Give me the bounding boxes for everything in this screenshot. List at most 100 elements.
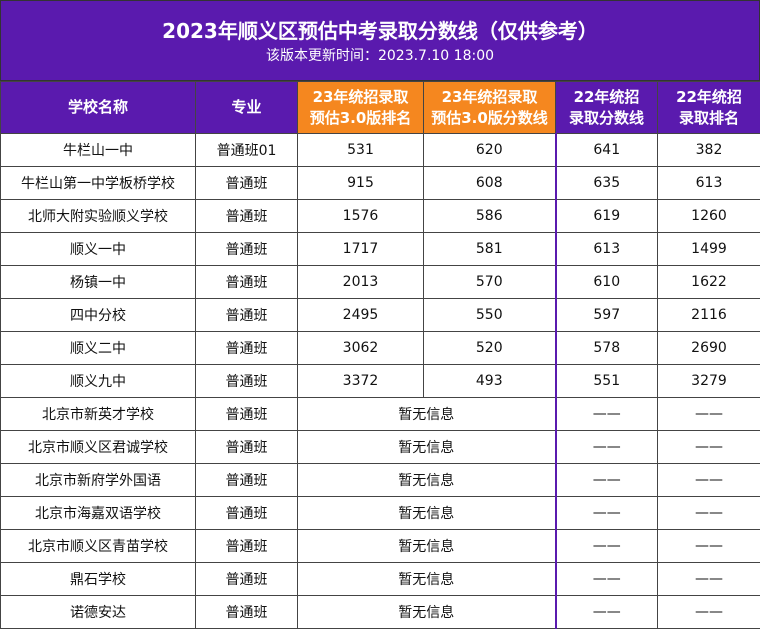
table-row: 北师大附实验顺义学校 普通班 1576 586 619 1260 bbox=[0, 199, 760, 233]
subtitle: 该版本更新时间：2023.7.10 18:00 bbox=[265, 48, 495, 64]
table-row: 杨镇一中 普通班 2013 570 610 1622 bbox=[0, 265, 760, 299]
table-cell: 暂无信息 bbox=[297, 496, 556, 530]
table-cell: 570 bbox=[423, 265, 556, 299]
title: 2023年顺义区预估中考录取分数线（仅供参考） bbox=[162, 19, 598, 43]
column-header: 专业 bbox=[195, 81, 298, 134]
table-cell: 普通班 bbox=[195, 595, 298, 629]
table-cell: 顺义二中 bbox=[0, 331, 196, 365]
table-cell: 杨镇一中 bbox=[0, 265, 196, 299]
table-cell: 诺德安达 bbox=[0, 595, 196, 629]
table-cell: 3279 bbox=[657, 364, 760, 398]
table-cell: 2116 bbox=[657, 298, 760, 332]
table-cell: 普通班 bbox=[195, 397, 298, 431]
table-cell: 普通班 bbox=[195, 562, 298, 596]
table-cell: —— bbox=[657, 397, 760, 431]
table-row: 牛栏山第一中学板桥学校 普通班 915 608 635 613 bbox=[0, 166, 760, 200]
table-cell: 578 bbox=[554, 331, 658, 365]
table-row: 北京市新英才学校 普通班 暂无信息 —— —— bbox=[0, 397, 760, 431]
table-cell: —— bbox=[554, 562, 658, 596]
table-cell: 1499 bbox=[657, 232, 760, 266]
table-cell: 635 bbox=[554, 166, 658, 200]
table-cell: 520 bbox=[423, 331, 556, 365]
table-cell: 暂无信息 bbox=[297, 463, 556, 497]
table-cell: 641 bbox=[554, 133, 658, 167]
table-cell: —— bbox=[554, 463, 658, 497]
column-header: 23年统招录取 预估3.0版排名 bbox=[297, 81, 424, 134]
table-row: 顺义九中 普通班 3372 493 551 3279 bbox=[0, 364, 760, 398]
table-row: 四中分校 普通班 2495 550 597 2116 bbox=[0, 298, 760, 332]
table-cell: 暂无信息 bbox=[297, 529, 556, 563]
table-cell: 北京市新英才学校 bbox=[0, 397, 196, 431]
table-cell: 北京市顺义区君诚学校 bbox=[0, 430, 196, 464]
table-cell: 暂无信息 bbox=[297, 562, 556, 596]
table-cell: 619 bbox=[554, 199, 658, 233]
table-cell: 586 bbox=[423, 199, 556, 233]
table-cell: 北京市海嘉双语学校 bbox=[0, 496, 196, 530]
table-row: 北京市海嘉双语学校 普通班 暂无信息 —— —— bbox=[0, 496, 760, 530]
table-cell: 普通班 bbox=[195, 529, 298, 563]
table-cell: —— bbox=[657, 463, 760, 497]
table-cell: 普通班 bbox=[195, 463, 298, 497]
table-cell: 暂无信息 bbox=[297, 430, 556, 464]
table-cell: 牛栏山第一中学板桥学校 bbox=[0, 166, 196, 200]
table-cell: 四中分校 bbox=[0, 298, 196, 332]
table-cell: 普通班 bbox=[195, 298, 298, 332]
table-row: 顺义一中 普通班 1717 581 613 1499 bbox=[0, 232, 760, 266]
table-cell: 普通班 bbox=[195, 331, 298, 365]
table-cell: 493 bbox=[423, 364, 556, 398]
table-cell: —— bbox=[554, 397, 658, 431]
table-cell: 普通班01 bbox=[195, 133, 298, 167]
table-cell: 613 bbox=[554, 232, 658, 266]
table-body: 牛栏山一中 普通班01 531 620 641 382 牛栏山第一中学板桥学校 普通班 915 6… bbox=[0, 133, 760, 629]
column-header: 23年统招录取 预估3.0版分数线 bbox=[423, 81, 556, 134]
table-cell: 3372 bbox=[297, 364, 424, 398]
table-cell: —— bbox=[554, 529, 658, 563]
table-cell: 牛栏山一中 bbox=[0, 133, 196, 167]
table-cell: 597 bbox=[554, 298, 658, 332]
table-row: 诺德安达 普通班 暂无信息 —— —— bbox=[0, 595, 760, 629]
column-header: 学校名称 bbox=[0, 81, 196, 134]
table-cell: —— bbox=[554, 595, 658, 629]
table-cell: 1576 bbox=[297, 199, 424, 233]
table-row: 鼎石学校 普通班 暂无信息 —— —— bbox=[0, 562, 760, 596]
column-header: 22年统招 录取排名 bbox=[657, 81, 760, 134]
title-bar: 2023年顺义区预估中考录取分数线（仅供参考） 该版本更新时间：2023.7.1… bbox=[0, 0, 760, 81]
table-cell: —— bbox=[554, 430, 658, 464]
table-cell: 1260 bbox=[657, 199, 760, 233]
header-row: 学校名称 专业 23年统招录取 预估3.0版排名 23年统招录取 预估3.0版分数线 2… bbox=[0, 81, 760, 134]
table-cell: 2495 bbox=[297, 298, 424, 332]
table-cell: 2690 bbox=[657, 331, 760, 365]
table-cell: 1717 bbox=[297, 232, 424, 266]
table-cell: 3062 bbox=[297, 331, 424, 365]
table-cell: 北京市新府学外国语 bbox=[0, 463, 196, 497]
table-cell: 普通班 bbox=[195, 430, 298, 464]
table-cell: 550 bbox=[423, 298, 556, 332]
table-cell: —— bbox=[657, 430, 760, 464]
table-cell: 鼎石学校 bbox=[0, 562, 196, 596]
table-cell: 608 bbox=[423, 166, 556, 200]
table-cell: 551 bbox=[554, 364, 658, 398]
table-cell: 620 bbox=[423, 133, 556, 167]
table-cell: 382 bbox=[657, 133, 760, 167]
table-cell: 普通班 bbox=[195, 199, 298, 233]
table-cell: —— bbox=[554, 496, 658, 530]
table-cell: —— bbox=[657, 496, 760, 530]
table-cell: 顺义一中 bbox=[0, 232, 196, 266]
table-cell: 普通班 bbox=[195, 265, 298, 299]
table-cell: 915 bbox=[297, 166, 424, 200]
table-row: 顺义二中 普通班 3062 520 578 2690 bbox=[0, 331, 760, 365]
table-cell: 613 bbox=[657, 166, 760, 200]
table-cell: 暂无信息 bbox=[297, 397, 556, 431]
table-cell: 暂无信息 bbox=[297, 595, 556, 629]
table-cell: 1622 bbox=[657, 265, 760, 299]
column-header: 22年统招 录取分数线 bbox=[555, 81, 658, 134]
table-cell: 581 bbox=[423, 232, 556, 266]
table-row: 北京市新府学外国语 普通班 暂无信息 —— —— bbox=[0, 463, 760, 497]
table-cell: —— bbox=[657, 562, 760, 596]
table-cell: 普通班 bbox=[195, 232, 298, 266]
table-cell: —— bbox=[657, 595, 760, 629]
table-row: 北京市顺义区青苗学校 普通班 暂无信息 —— —— bbox=[0, 529, 760, 563]
table-cell: 610 bbox=[554, 265, 658, 299]
table-row: 牛栏山一中 普通班01 531 620 641 382 bbox=[0, 133, 760, 167]
score-table: 学校名称 专业 23年统招录取 预估3.0版排名 23年统招录取 预估3.0版分数线 2… bbox=[0, 81, 760, 629]
